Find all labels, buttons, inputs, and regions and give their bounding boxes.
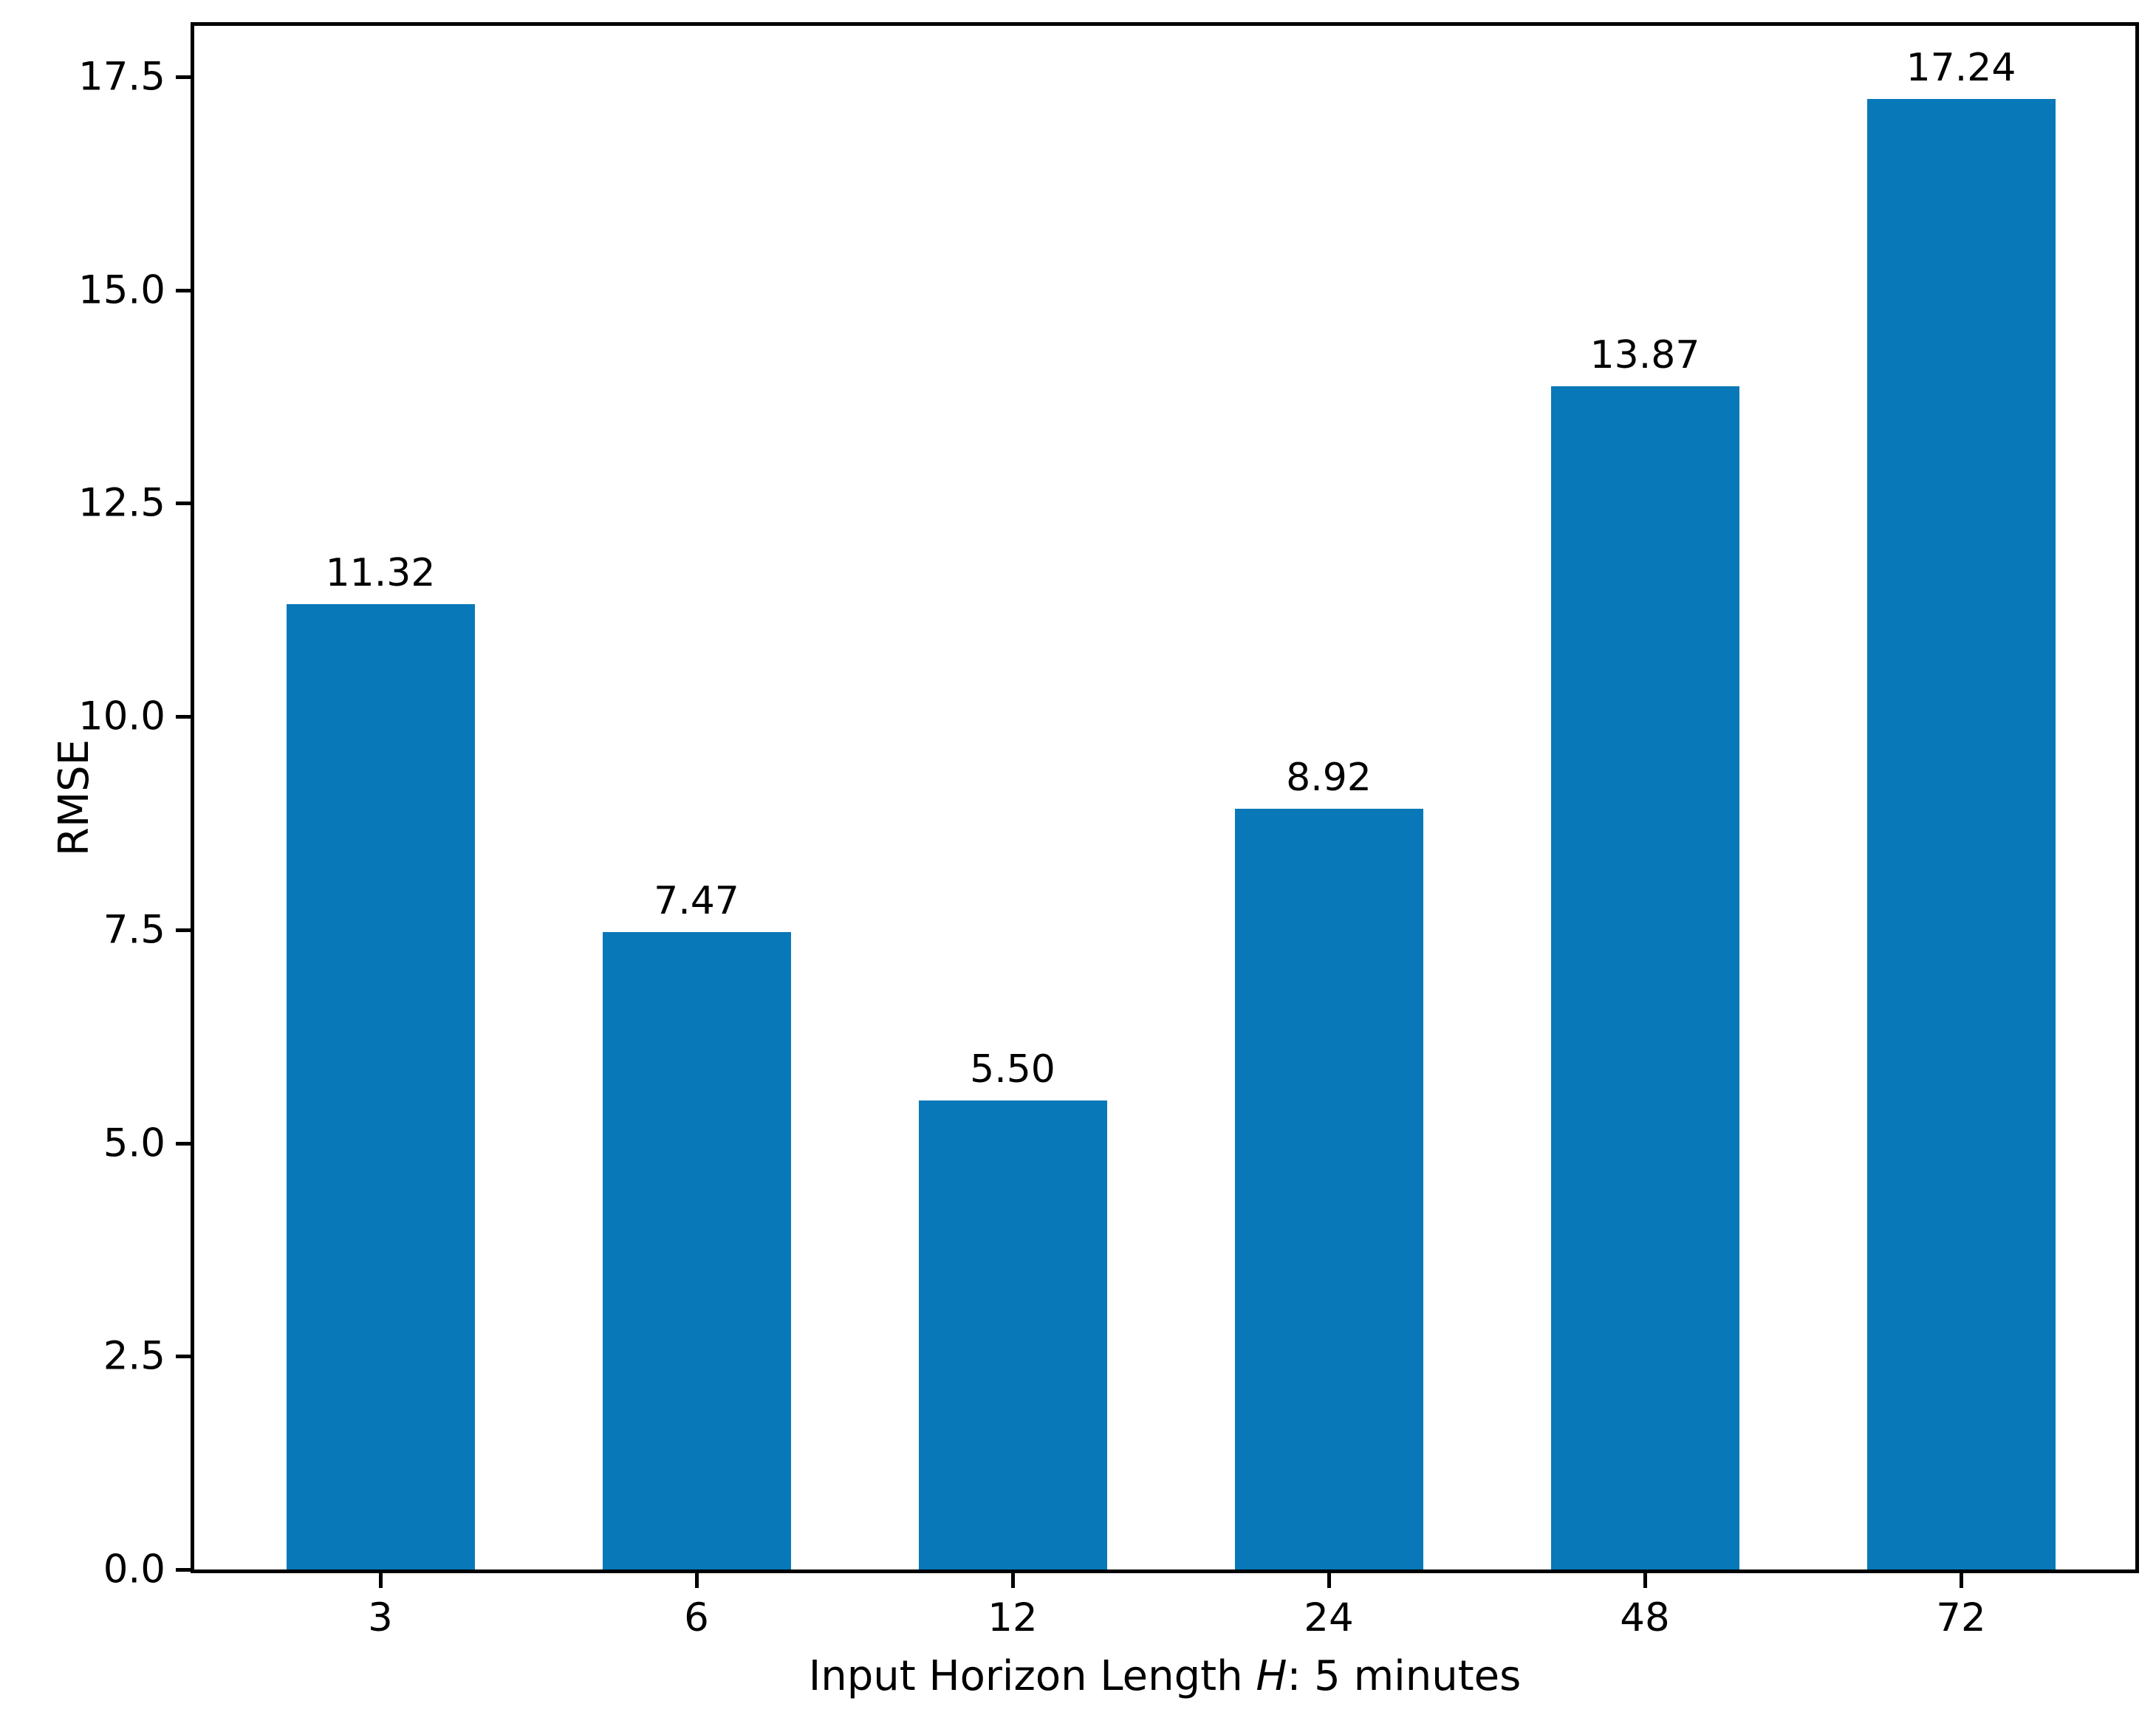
bar-value-label: 11.32 bbox=[325, 551, 436, 595]
y-tick-label: 10.0 bbox=[78, 694, 165, 739]
y-tick-label: 2.5 bbox=[103, 1333, 165, 1379]
y-axis-tick bbox=[176, 289, 191, 292]
y-tick-label: 0.0 bbox=[103, 1547, 165, 1592]
x-tick-label: 72 bbox=[1936, 1595, 1986, 1640]
bar-value-label: 7.47 bbox=[654, 879, 739, 923]
y-axis-tick bbox=[176, 928, 191, 932]
bar-value-label: 13.87 bbox=[1589, 333, 1700, 377]
bar-value-label: 8.92 bbox=[1286, 756, 1372, 800]
x-axis-label-prefix: Input Horizon Length bbox=[808, 1652, 1256, 1700]
x-tick-label: 24 bbox=[1304, 1595, 1354, 1640]
y-tick-label: 5.0 bbox=[103, 1120, 165, 1166]
bar-3 bbox=[286, 604, 475, 1569]
x-tick-label: 48 bbox=[1620, 1595, 1670, 1640]
y-axis-tick bbox=[176, 1142, 191, 1146]
plot-area bbox=[191, 22, 2139, 1573]
x-axis-tick bbox=[1643, 1573, 1647, 1588]
y-axis-tick bbox=[176, 715, 191, 719]
x-axis-label-suffix: : 5 minutes bbox=[1287, 1652, 1522, 1700]
y-tick-label: 17.5 bbox=[78, 54, 165, 100]
bar-72 bbox=[1866, 99, 2056, 1569]
x-tick-label: 3 bbox=[368, 1595, 393, 1640]
y-tick-label: 15.0 bbox=[78, 267, 165, 313]
bar-value-label: 5.50 bbox=[970, 1047, 1055, 1092]
y-axis-tick bbox=[176, 1568, 191, 1572]
x-tick-label: 12 bbox=[988, 1595, 1038, 1640]
y-axis-tick bbox=[176, 75, 191, 79]
x-axis-tick bbox=[695, 1573, 699, 1588]
x-axis-tick bbox=[1011, 1573, 1015, 1588]
x-axis-tick bbox=[1960, 1573, 1963, 1588]
x-axis-label-variable: H bbox=[1256, 1652, 1287, 1700]
y-axis-tick bbox=[176, 502, 191, 505]
y-tick-label: 12.5 bbox=[78, 480, 165, 526]
y-axis-tick bbox=[176, 1355, 191, 1358]
x-axis-tick bbox=[379, 1573, 383, 1588]
bar-6 bbox=[602, 932, 791, 1569]
x-tick-label: 6 bbox=[684, 1595, 709, 1640]
bar-24 bbox=[1234, 809, 1423, 1569]
x-axis-label: Input Horizon Length H: 5 minutes bbox=[808, 1652, 1522, 1700]
bar-48 bbox=[1550, 386, 1739, 1569]
y-axis-label: RMSE bbox=[50, 739, 99, 857]
bar-value-label: 17.24 bbox=[1906, 46, 2016, 90]
y-tick-label: 7.5 bbox=[103, 907, 165, 953]
bar-12 bbox=[918, 1100, 1107, 1569]
x-axis-tick bbox=[1327, 1573, 1331, 1588]
